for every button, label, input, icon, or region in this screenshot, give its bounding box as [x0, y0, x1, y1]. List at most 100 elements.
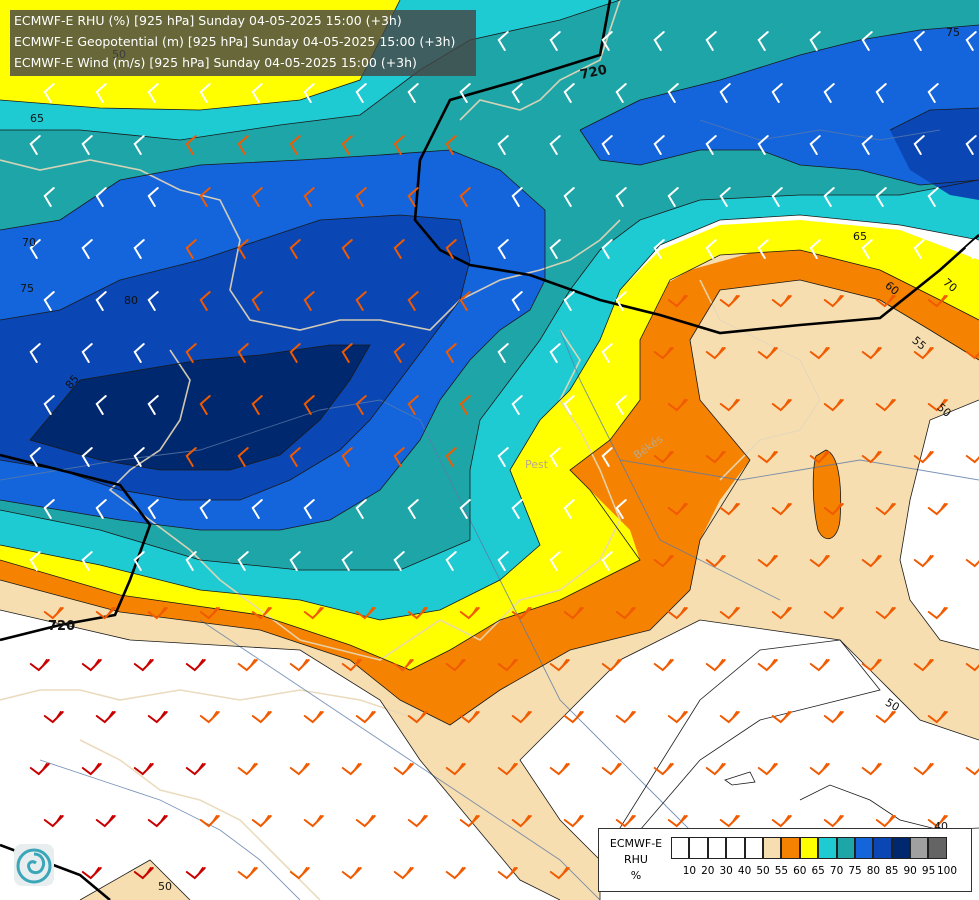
wind-barb [563, 711, 584, 724]
wind-barb [95, 291, 107, 311]
wind-barb [147, 291, 159, 311]
wind-barb [393, 867, 414, 880]
legend-swatch [910, 837, 929, 859]
wind-barb [719, 83, 731, 103]
wind-barb [393, 239, 405, 259]
wind-barb [913, 555, 934, 568]
wind-barb [771, 295, 792, 308]
wind-barb [927, 83, 939, 103]
wind-barb [719, 607, 740, 620]
wind-barb [445, 343, 457, 363]
wind-barb [653, 763, 674, 776]
wind-barb [407, 499, 419, 519]
wind-barb [823, 295, 844, 308]
wind-barb [303, 607, 324, 620]
wind-barb [133, 659, 154, 672]
wind-barb [511, 395, 523, 415]
wind-barb [95, 499, 107, 519]
wind-barb [861, 31, 873, 51]
wind-barb [95, 83, 107, 103]
wind-barb [563, 499, 575, 519]
wind-barb [615, 291, 627, 311]
wind-barb [251, 499, 263, 519]
wind-barb [913, 135, 925, 155]
legend-tick: 80 [866, 865, 881, 877]
wind-barb [757, 31, 769, 51]
wind-barb [95, 607, 116, 620]
legend-swatch [891, 837, 911, 859]
wind-barb [445, 239, 457, 259]
wind-barb [29, 551, 41, 571]
wind-barb [615, 83, 627, 103]
wind-barb [809, 135, 821, 155]
wind-barb [459, 815, 480, 828]
wind-barb [81, 135, 93, 155]
wind-barb [549, 763, 570, 776]
wind-barb [875, 607, 896, 620]
wind-barb [667, 711, 688, 724]
wind-barb [147, 815, 168, 828]
wind-barb [407, 395, 419, 415]
wind-barb [251, 187, 263, 207]
wind-barb [29, 239, 41, 259]
wind-barb [355, 711, 376, 724]
wind-barb [185, 763, 206, 776]
contour-label: 65 [853, 230, 867, 243]
wind-barb [147, 395, 159, 415]
wind-barb [289, 551, 301, 571]
wind-barb [861, 555, 882, 568]
wind-barb [497, 31, 509, 51]
wind-barb [133, 447, 145, 467]
wind-barb [927, 607, 948, 620]
wind-barb [185, 447, 197, 467]
wind-barb [341, 239, 353, 259]
wind-barb [809, 555, 830, 568]
wind-barb [29, 659, 50, 672]
wind-barb [251, 607, 272, 620]
wind-barb [355, 815, 376, 828]
geopotential-label: 720 [579, 63, 609, 83]
wind-barb [95, 815, 116, 828]
wind-barb [757, 135, 769, 155]
wind-barb [927, 399, 948, 412]
wind-barb [341, 867, 362, 880]
wind-barb [43, 187, 55, 207]
wind-barb [95, 395, 107, 415]
legend-model: ECMWF-E [609, 837, 663, 850]
wind-barb [965, 31, 977, 51]
contour-label: 75 [946, 26, 960, 39]
legend-swatch [781, 837, 800, 859]
wind-barb [43, 499, 55, 519]
wind-barb [289, 659, 310, 672]
wind-barb [407, 187, 419, 207]
wind-barb [341, 763, 362, 776]
wind-barb [861, 763, 882, 776]
wind-barb [251, 711, 272, 724]
contour-label: 50 [883, 696, 902, 714]
wind-barb [809, 763, 830, 776]
wind-barb [81, 551, 93, 571]
wind-barb [133, 239, 145, 259]
wind-barb [719, 399, 740, 412]
wind-barb [133, 763, 154, 776]
legend-swatch [854, 837, 874, 859]
wind-barb [653, 347, 674, 360]
wind-barb [511, 499, 523, 519]
wind-barb [757, 347, 778, 360]
legend-tick: 85 [885, 865, 899, 877]
wind-barb [705, 659, 726, 672]
wind-barb [511, 187, 523, 207]
wind-barb [549, 239, 561, 259]
wind-barb [927, 295, 948, 308]
wind-barb [875, 295, 896, 308]
wind-barb [237, 447, 249, 467]
wind-barb [29, 135, 41, 155]
wind-barb [497, 659, 518, 672]
legend-tick: 20 [701, 865, 715, 877]
wind-barb [667, 295, 688, 308]
legend-tick: 100 [936, 865, 958, 877]
wind-barb [913, 451, 934, 464]
wind-barb [237, 135, 249, 155]
wind-barb [237, 343, 249, 363]
rhu-band-55-60-blob [813, 450, 841, 539]
